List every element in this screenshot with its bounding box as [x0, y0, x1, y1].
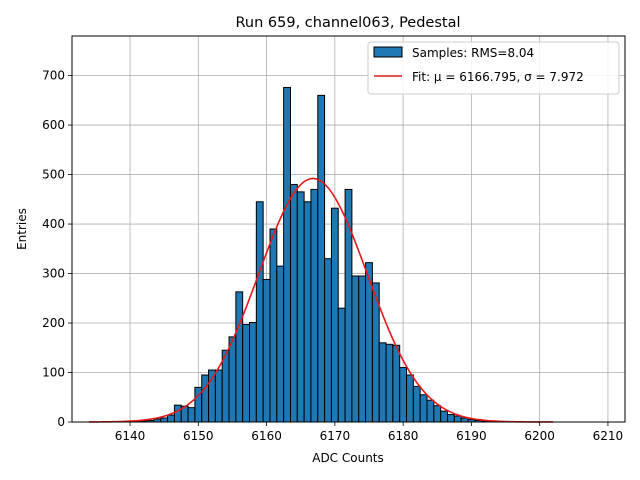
legend-histogram-label: Samples: RMS=8.04: [412, 46, 534, 60]
plot-frame: [71, 35, 626, 423]
x-tick-label: 6140: [115, 429, 146, 443]
histogram-bar: [337, 307, 346, 423]
histogram-bar: [426, 399, 435, 423]
y-tick-label: 0: [57, 415, 65, 429]
legend-fit-label: Fit: μ = 6166.795, σ = 7.972: [412, 70, 584, 84]
y-tick-label: 500: [42, 168, 65, 182]
histogram-bar: [385, 343, 394, 423]
histogram-bar: [283, 86, 291, 423]
y-axis-label: Entries: [15, 208, 29, 250]
histogram-bars: [132, 86, 517, 423]
x-tick-label: 6180: [388, 429, 419, 443]
y-tick-label: 700: [42, 69, 65, 83]
histogram-bar: [446, 414, 455, 423]
y-tick-label: 200: [42, 316, 65, 330]
histogram-bar: [214, 369, 223, 423]
histogram-bar: [324, 258, 332, 423]
histogram-bar: [419, 394, 428, 423]
y-tick-label: 300: [42, 267, 65, 281]
histogram-bar: [351, 275, 360, 423]
histogram-bar: [317, 94, 326, 423]
y-tick-label: 400: [42, 217, 65, 231]
y-axis-ticks: 0 100 200 300 400 500 600 700: [42, 69, 72, 429]
histogram-bar: [249, 322, 257, 423]
histogram-bar: [412, 385, 421, 423]
histogram-bar: [289, 183, 298, 423]
x-tick-label: 6170: [320, 429, 351, 443]
histogram-bar: [160, 417, 169, 423]
fit-curve: [89, 177, 554, 423]
legend-histogram-swatch: [373, 46, 403, 58]
x-tick-label: 6190: [456, 429, 487, 443]
histogram-bar: [201, 374, 210, 423]
histogram-bar: [296, 191, 305, 423]
histogram-bar: [399, 367, 408, 423]
histogram-bar: [276, 265, 285, 423]
histogram-bar: [303, 201, 312, 423]
x-axis-label: ADC Counts: [312, 451, 384, 465]
x-axis-ticks: 6140 6150 6160 6170 6180 6190 6200 6210: [115, 422, 623, 443]
histogram-bar: [460, 417, 469, 423]
histogram-bar: [235, 291, 244, 423]
x-tick-label: 6210: [593, 429, 624, 443]
x-tick-label: 6150: [183, 429, 214, 443]
histogram-bar: [269, 228, 278, 423]
histogram-bar: [310, 188, 319, 423]
histogram-bar: [228, 336, 237, 423]
histogram-bar: [330, 207, 339, 423]
x-tick-label: 6200: [524, 429, 555, 443]
histogram-bar: [433, 405, 442, 423]
histogram-bar: [378, 342, 387, 423]
histogram-bar: [187, 407, 196, 423]
histogram-bar: [255, 201, 264, 423]
y-tick-label: 100: [42, 366, 65, 380]
chart-title: Run 659, channel063, Pedestal: [235, 15, 460, 31]
x-tick-label: 6160: [251, 429, 282, 443]
histogram-bar: [173, 404, 182, 423]
y-tick-label: 600: [42, 118, 65, 132]
legend: Samples: RMS=8.04 Fit: μ = 6166.795, σ =…: [367, 41, 620, 95]
legend-box: [367, 41, 620, 95]
histogram-bar: [262, 278, 271, 423]
histogram-bar: [440, 410, 448, 423]
histogram-bar: [453, 415, 462, 423]
histogram-bar: [242, 324, 251, 423]
histogram-bar: [406, 374, 414, 423]
histogram-bar: [392, 344, 401, 423]
histogram-bar: [167, 414, 175, 423]
histogram-bar: [358, 275, 367, 423]
